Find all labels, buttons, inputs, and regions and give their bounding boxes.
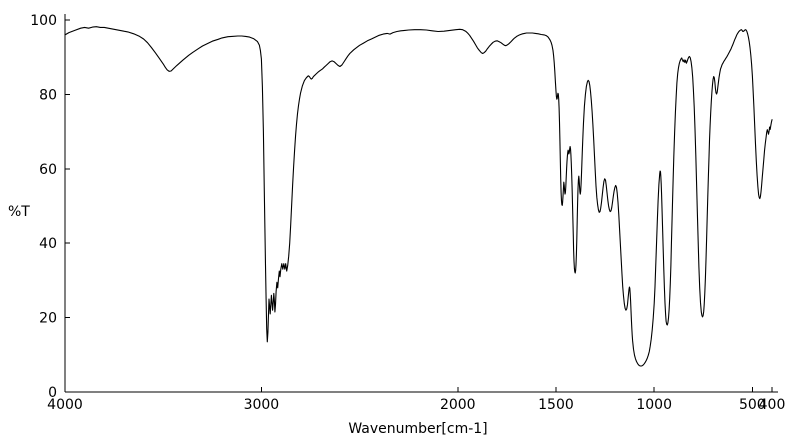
x-tick-label: 4000 [47,397,83,413]
x-tick-label: 1500 [538,397,574,413]
x-tick-label: 500 [739,397,766,413]
y-tick-label: 100 [30,13,57,29]
y-tick-label: 60 [39,162,57,178]
x-tick-label: 1000 [636,397,672,413]
x-tick-label: 3000 [244,397,280,413]
x-axis-label: Wavenumber[cm-1] [348,421,487,437]
x-tick-label: 2000 [440,397,476,413]
x-tick-label: 400 [759,397,786,413]
spectrum-line [64,26,773,367]
y-tick-label: 0 [48,385,57,401]
y-axis-label: %T [8,204,30,220]
y-tick-label: 80 [39,87,57,103]
y-tick-label: 20 [39,311,57,327]
y-tick-label: 40 [39,236,57,252]
